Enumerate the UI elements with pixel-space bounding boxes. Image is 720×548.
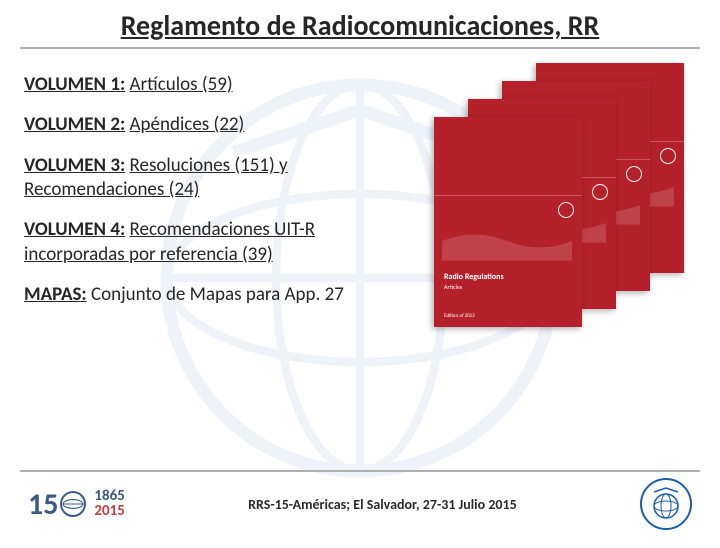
volume-item: VOLUMEN 4: Recomendaciones UIT-R incorpo… — [24, 218, 400, 267]
book-stack: Radio Regulations Articles Edition of 20… — [416, 63, 696, 333]
slide-footer: 15 1865 2015 RRS-15-Américas; El Salvado… — [0, 470, 720, 548]
volume-label: MAPAS: — [24, 283, 87, 306]
volume-label: VOLUMEN 1: — [24, 73, 125, 96]
book-cover: Radio Regulations Articles Edition of 20… — [434, 117, 582, 327]
volume-desc: Apéndices (22) — [130, 113, 245, 136]
anniversary-logo: 15 1865 2015 — [28, 486, 125, 523]
globe-icon — [60, 491, 86, 517]
book-title: Radio Regulations — [444, 272, 504, 282]
itu-icon — [558, 202, 574, 218]
volume-label: VOLUMEN 4: — [24, 218, 125, 241]
volume-label: VOLUMEN 3: — [24, 154, 125, 177]
itu-icon — [592, 184, 608, 200]
volume-desc: Artículos (59) — [130, 73, 233, 96]
book-edition: Edition of 2012 — [444, 313, 475, 319]
itu-icon — [660, 148, 676, 164]
anniversary-years: 1865 2015 — [94, 489, 124, 519]
content-area: VOLUMEN 1: Artículos (59) VOLUMEN 2: Apé… — [0, 49, 720, 333]
volume-desc: Conjunto de Mapas para App. 27 — [91, 283, 344, 306]
volume-item: VOLUMEN 1: Artículos (59) — [24, 73, 400, 97]
volume-item: VOLUMEN 2: Apéndices (22) — [24, 113, 400, 137]
volumes-list: VOLUMEN 1: Artículos (59) VOLUMEN 2: Apé… — [24, 73, 400, 323]
slide-title: Reglamento de Radiocomunicaciones, RR — [0, 8, 720, 43]
itu-logo-icon — [640, 478, 692, 530]
itu-icon — [626, 166, 642, 182]
volume-label: VOLUMEN 2: — [24, 113, 125, 136]
footer-text: RRS-15-Américas; El Salvador, 27-31 Juli… — [125, 496, 640, 513]
volume-item: MAPAS: Conjunto de Mapas para App. 27 — [24, 283, 400, 307]
anniversary-number: 15 — [28, 486, 88, 523]
volume-item: VOLUMEN 3: Resoluciones (151) y Recomend… — [24, 154, 400, 203]
book-subtitle: Articles — [444, 283, 462, 291]
